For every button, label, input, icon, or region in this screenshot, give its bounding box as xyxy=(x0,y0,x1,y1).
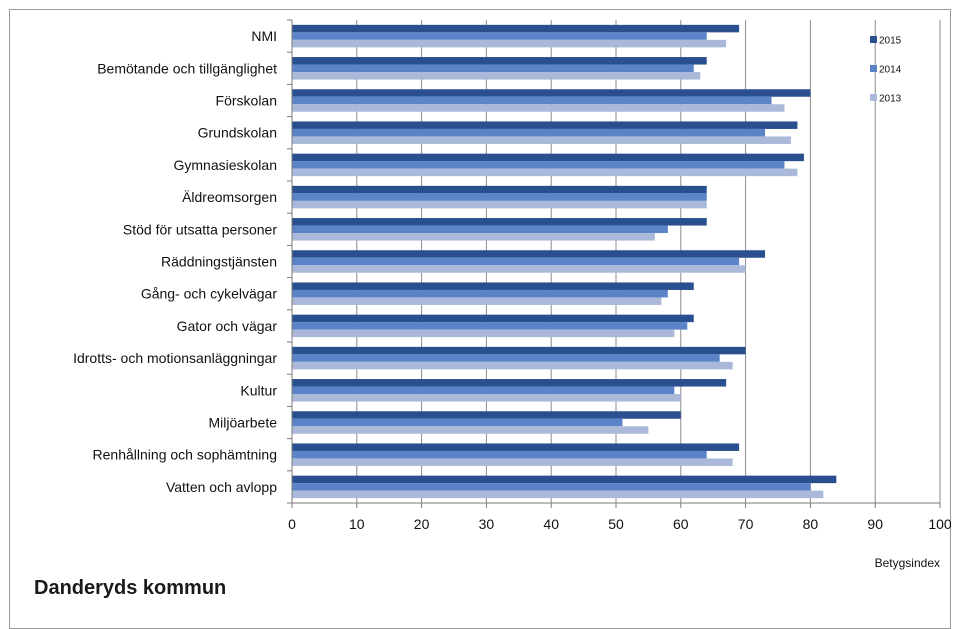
bar xyxy=(292,411,681,419)
bar xyxy=(292,153,804,162)
legend-swatch xyxy=(870,36,877,43)
bar xyxy=(292,443,740,451)
bar xyxy=(292,121,798,129)
x-tick-label: 20 xyxy=(414,516,430,532)
bar xyxy=(292,161,785,169)
category-label: NMI xyxy=(251,28,277,44)
bar xyxy=(292,185,707,194)
x-tick-label: 60 xyxy=(673,516,689,532)
bar xyxy=(292,329,675,338)
x-tick-label: 100 xyxy=(928,516,952,532)
bar xyxy=(292,168,798,177)
bar xyxy=(292,346,746,355)
x-tick-label: 10 xyxy=(349,516,365,532)
tick-labels: 0 10 20 30 40 50 60 70 80 90 100 xyxy=(288,516,952,532)
legend-label: 2015 xyxy=(879,36,902,47)
bar xyxy=(292,322,688,330)
bar xyxy=(292,289,668,298)
category-label: Förskolan xyxy=(216,93,277,109)
x-axis-title: Betygsindex xyxy=(875,556,940,570)
bar xyxy=(292,282,694,290)
bar xyxy=(292,475,837,484)
x-tick-label: 80 xyxy=(803,516,819,532)
bar xyxy=(292,104,785,112)
bar xyxy=(292,96,772,105)
bar xyxy=(292,426,649,434)
bar xyxy=(292,297,662,305)
category-label: Gång- och cykelvägar xyxy=(141,286,278,302)
bar xyxy=(292,314,694,323)
chart: NMI Bemötande och tillgänglighet Förskolan… xyxy=(73,19,952,570)
bar xyxy=(292,379,727,387)
bar xyxy=(292,354,720,362)
bar xyxy=(292,450,707,459)
legend: 2015 2014 2013 xyxy=(870,36,902,105)
category-label: Kultur xyxy=(240,382,277,398)
category-labels: NMI Bemötande och tillgänglighet Förskolan… xyxy=(73,28,277,495)
bar xyxy=(292,32,707,40)
bar xyxy=(292,128,766,137)
bar xyxy=(292,418,623,427)
bar xyxy=(292,24,740,33)
x-tick-label: 30 xyxy=(479,516,495,532)
bar xyxy=(292,72,701,80)
category-label: Bemötande och tillgänglighet xyxy=(97,60,277,76)
category-label: Stöd för utsatta personer xyxy=(123,221,277,237)
bar xyxy=(292,218,707,226)
category-label: Renhållning och sophämtning xyxy=(93,447,277,463)
legend-label: 2013 xyxy=(879,94,902,105)
x-tick-label: 50 xyxy=(608,516,624,532)
category-label: Räddningstjänsten xyxy=(161,254,277,270)
category-label: Äldreomsorgen xyxy=(182,189,277,205)
bar xyxy=(292,257,740,266)
bar xyxy=(292,265,746,273)
bar xyxy=(292,250,766,258)
bar xyxy=(292,39,727,48)
bars xyxy=(292,24,837,499)
legend-label: 2014 xyxy=(879,65,902,76)
bar xyxy=(292,233,655,241)
category-label: Vatten och avlopp xyxy=(166,479,277,495)
category-label: Miljöarbete xyxy=(209,415,278,431)
bar xyxy=(292,361,733,370)
legend-swatch xyxy=(870,94,877,101)
bar xyxy=(292,136,791,144)
bar xyxy=(292,200,707,209)
x-tick-label: 40 xyxy=(543,516,559,532)
chart-footer-title: Danderyds kommun xyxy=(34,577,227,599)
category-label: Grundskolan xyxy=(198,125,277,141)
category-label: Gator och vägar xyxy=(177,318,278,334)
axes xyxy=(287,19,941,508)
bar xyxy=(292,386,675,395)
legend-swatch xyxy=(870,65,877,72)
category-label: Gymnasieskolan xyxy=(174,157,278,173)
x-tick-label: 70 xyxy=(738,516,754,532)
bar xyxy=(292,394,681,402)
bar xyxy=(292,89,811,97)
bar xyxy=(292,193,707,201)
bar xyxy=(292,490,824,499)
x-tick-label: 0 xyxy=(288,516,296,532)
bar xyxy=(292,57,707,65)
bar xyxy=(292,225,668,234)
bar xyxy=(292,483,811,491)
category-label: Idrotts- och motionsanläggningar xyxy=(73,350,277,366)
bar xyxy=(292,64,694,73)
x-tick-label: 90 xyxy=(867,516,883,532)
bar xyxy=(292,458,733,466)
